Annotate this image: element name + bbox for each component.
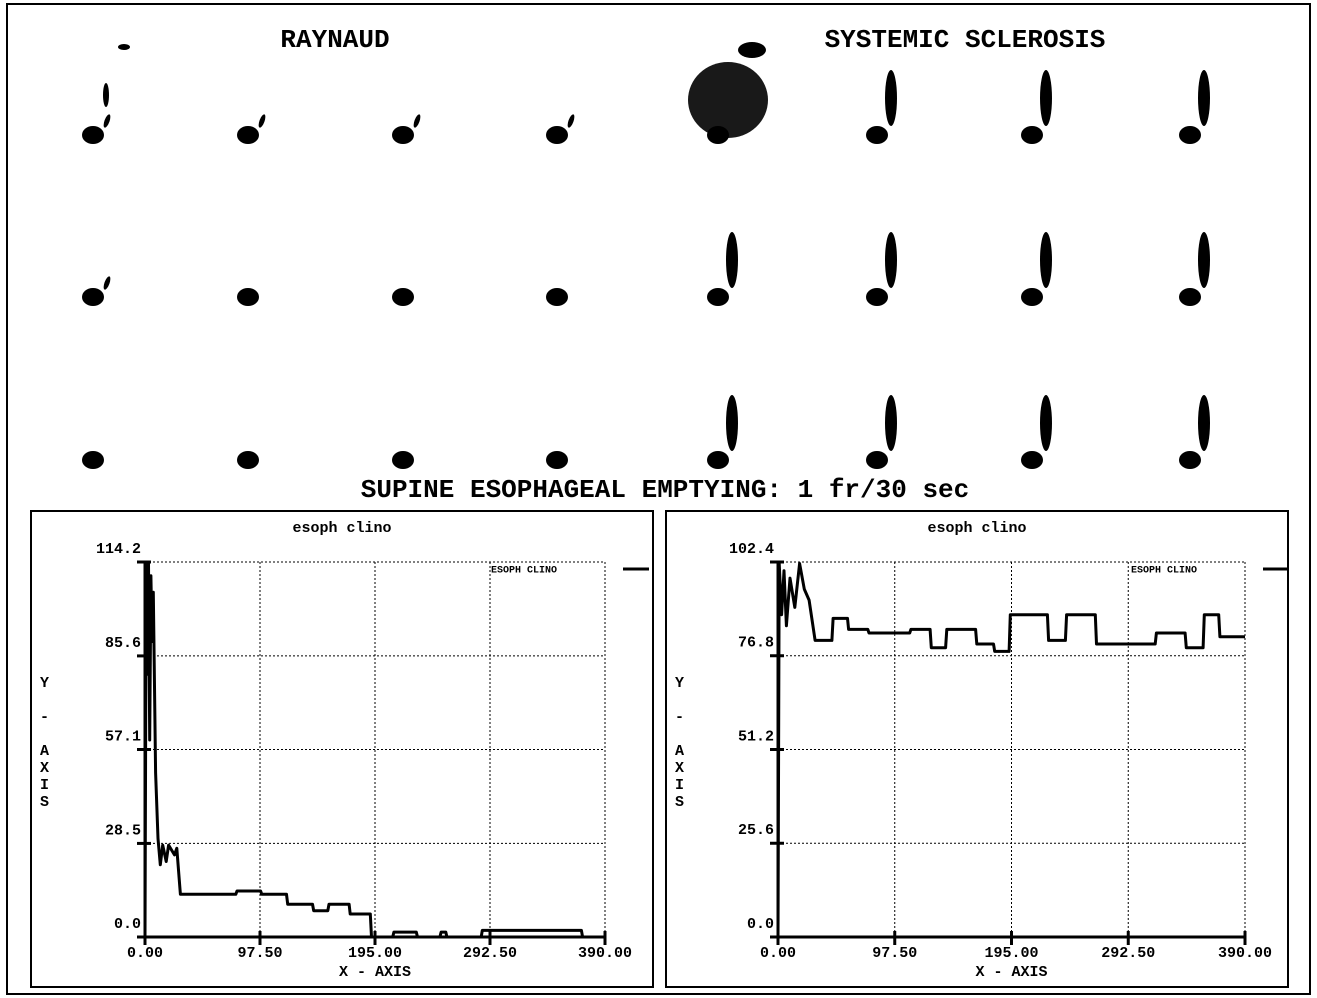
chart-title: esoph clino (927, 520, 1026, 537)
series-line (776, 562, 1245, 938)
esophagus (103, 276, 111, 290)
bolus (866, 126, 888, 144)
legend-label: ESOPH CLINO (491, 566, 557, 577)
series-line (143, 561, 605, 939)
esophagus (1040, 70, 1052, 126)
y-tick-label: 25.6 (738, 822, 774, 839)
chart-box (30, 510, 654, 988)
esophagus (103, 83, 109, 107)
esophagus (1040, 395, 1052, 451)
x-tick-label: 97.50 (872, 945, 917, 962)
esophagus (258, 114, 266, 128)
x-tick-label: 0.00 (127, 945, 163, 962)
bolus (866, 288, 888, 306)
bolus (1179, 451, 1201, 469)
esophagus (726, 232, 738, 288)
bolus (1179, 126, 1201, 144)
chart-title: esoph clino (292, 520, 391, 537)
y-tick-label: 85.6 (105, 635, 141, 652)
bolus (1021, 288, 1043, 306)
x-tick-label: 97.50 (237, 945, 282, 962)
esophagus (1040, 232, 1052, 288)
marker (118, 44, 130, 50)
caption: SUPINE ESOPHAGEAL EMPTYING: 1 fr/30 sec (361, 475, 970, 505)
bolus (82, 451, 104, 469)
x-tick-label: 292.50 (1101, 945, 1155, 962)
x-tick-label: 390.00 (578, 945, 632, 962)
x-axis-label: X - AXIS (339, 964, 411, 981)
bolus (1021, 126, 1043, 144)
x-tick-label: 292.50 (463, 945, 517, 962)
x-tick-label: 195.00 (348, 945, 402, 962)
right-title: SYSTEMIC SCLEROSIS (825, 25, 1106, 55)
x-tick-label: 390.00 (1218, 945, 1272, 962)
x-tick-label: 0.00 (760, 945, 796, 962)
bolus (1021, 451, 1043, 469)
y-tick-label: 28.5 (105, 822, 141, 839)
esophagus (103, 114, 111, 128)
esophagus (1198, 70, 1210, 126)
esophagus (885, 70, 897, 126)
bolus (392, 126, 414, 144)
esophagus (885, 232, 897, 288)
y-tick-label: 0.0 (747, 916, 774, 933)
bolus (237, 126, 259, 144)
y-axis-label: Y - AXIS (671, 675, 688, 811)
bolus (546, 126, 568, 144)
bolus (688, 62, 768, 138)
bolus (1179, 288, 1201, 306)
bolus (237, 451, 259, 469)
bolus (392, 451, 414, 469)
x-tick-label: 195.00 (984, 945, 1038, 962)
y-tick-label: 102.4 (729, 541, 774, 558)
esophagus (726, 395, 738, 451)
scintigraphy-frames (82, 42, 1210, 469)
y-tick-label: 51.2 (738, 728, 774, 745)
bolus (82, 288, 104, 306)
esophagus (567, 114, 575, 128)
bolus (237, 288, 259, 306)
chart-box (665, 510, 1289, 988)
bolus (82, 126, 104, 144)
y-tick-label: 76.8 (738, 635, 774, 652)
bolus (707, 288, 729, 306)
bolus (866, 451, 888, 469)
bolus (707, 451, 729, 469)
left-title: RAYNAUD (280, 25, 389, 55)
esophagus (1198, 395, 1210, 451)
bolus (738, 42, 766, 58)
esophagus (885, 395, 897, 451)
legend-label: ESOPH CLINO (1131, 566, 1197, 577)
bolus (392, 288, 414, 306)
esophagus (1198, 232, 1210, 288)
figure-border (6, 3, 1311, 995)
bolus (546, 451, 568, 469)
y-axis-label: Y - AXIS (36, 675, 53, 811)
esophagus (413, 114, 421, 128)
y-tick-label: 57.1 (105, 728, 141, 745)
y-tick-label: 0.0 (114, 916, 141, 933)
y-tick-label: 114.2 (96, 541, 141, 558)
x-axis-label: X - AXIS (975, 964, 1047, 981)
bolus (546, 288, 568, 306)
